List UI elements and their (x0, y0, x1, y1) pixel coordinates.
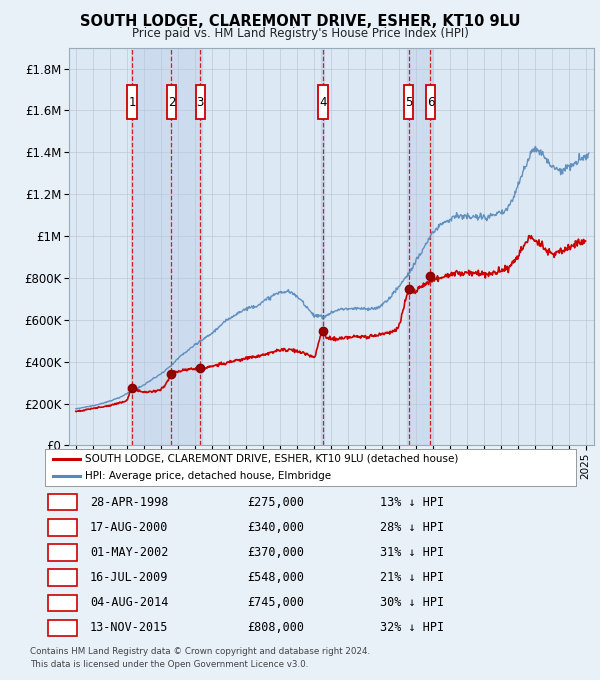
Text: 21% ↓ HPI: 21% ↓ HPI (380, 571, 443, 584)
Text: 28-APR-1998: 28-APR-1998 (90, 496, 169, 509)
Text: £745,000: £745,000 (247, 596, 304, 609)
Text: 6: 6 (59, 622, 66, 634)
FancyBboxPatch shape (47, 519, 77, 536)
Text: 4: 4 (59, 571, 66, 584)
Text: 04-AUG-2014: 04-AUG-2014 (90, 596, 169, 609)
Text: 2: 2 (168, 95, 175, 109)
FancyBboxPatch shape (47, 494, 77, 511)
Bar (322, 48, 324, 445)
Text: 3: 3 (59, 546, 66, 559)
Text: 1: 1 (59, 496, 66, 509)
FancyBboxPatch shape (47, 569, 77, 586)
Text: 4: 4 (319, 95, 326, 109)
FancyBboxPatch shape (47, 594, 77, 611)
FancyBboxPatch shape (47, 544, 77, 561)
Text: SOUTH LODGE, CLAREMONT DRIVE, ESHER, KT10 9LU (detached house): SOUTH LODGE, CLAREMONT DRIVE, ESHER, KT1… (85, 454, 458, 464)
Text: Contains HM Land Registry data © Crown copyright and database right 2024.: Contains HM Land Registry data © Crown c… (30, 647, 370, 656)
FancyBboxPatch shape (167, 85, 176, 119)
FancyBboxPatch shape (425, 85, 435, 119)
FancyBboxPatch shape (47, 619, 77, 636)
Text: 01-MAY-2002: 01-MAY-2002 (90, 546, 169, 559)
Text: £548,000: £548,000 (247, 571, 304, 584)
Text: £808,000: £808,000 (247, 622, 304, 634)
Text: 32% ↓ HPI: 32% ↓ HPI (380, 622, 443, 634)
Text: SOUTH LODGE, CLAREMONT DRIVE, ESHER, KT10 9LU: SOUTH LODGE, CLAREMONT DRIVE, ESHER, KT1… (80, 14, 520, 29)
Text: 16-JUL-2009: 16-JUL-2009 (90, 571, 169, 584)
Text: 6: 6 (427, 95, 434, 109)
Text: 31% ↓ HPI: 31% ↓ HPI (380, 546, 443, 559)
Text: 13% ↓ HPI: 13% ↓ HPI (380, 496, 443, 509)
Bar (407, 48, 432, 445)
Text: 28% ↓ HPI: 28% ↓ HPI (380, 521, 443, 534)
FancyBboxPatch shape (318, 85, 328, 119)
FancyBboxPatch shape (404, 85, 413, 119)
Text: 1: 1 (128, 95, 136, 109)
FancyBboxPatch shape (127, 85, 137, 119)
Text: 30% ↓ HPI: 30% ↓ HPI (380, 596, 443, 609)
FancyBboxPatch shape (196, 85, 205, 119)
Text: £275,000: £275,000 (247, 496, 304, 509)
Text: 3: 3 (197, 95, 204, 109)
Text: 2: 2 (59, 521, 66, 534)
Text: 17-AUG-2000: 17-AUG-2000 (90, 521, 169, 534)
Text: £340,000: £340,000 (247, 521, 304, 534)
Text: This data is licensed under the Open Government Licence v3.0.: This data is licensed under the Open Gov… (30, 660, 308, 668)
Text: Price paid vs. HM Land Registry's House Price Index (HPI): Price paid vs. HM Land Registry's House … (131, 27, 469, 40)
Text: 5: 5 (59, 596, 66, 609)
Text: HPI: Average price, detached house, Elmbridge: HPI: Average price, detached house, Elmb… (85, 471, 331, 481)
Bar (131, 48, 202, 445)
Text: 5: 5 (405, 95, 412, 109)
Text: £370,000: £370,000 (247, 546, 304, 559)
Text: 13-NOV-2015: 13-NOV-2015 (90, 622, 169, 634)
